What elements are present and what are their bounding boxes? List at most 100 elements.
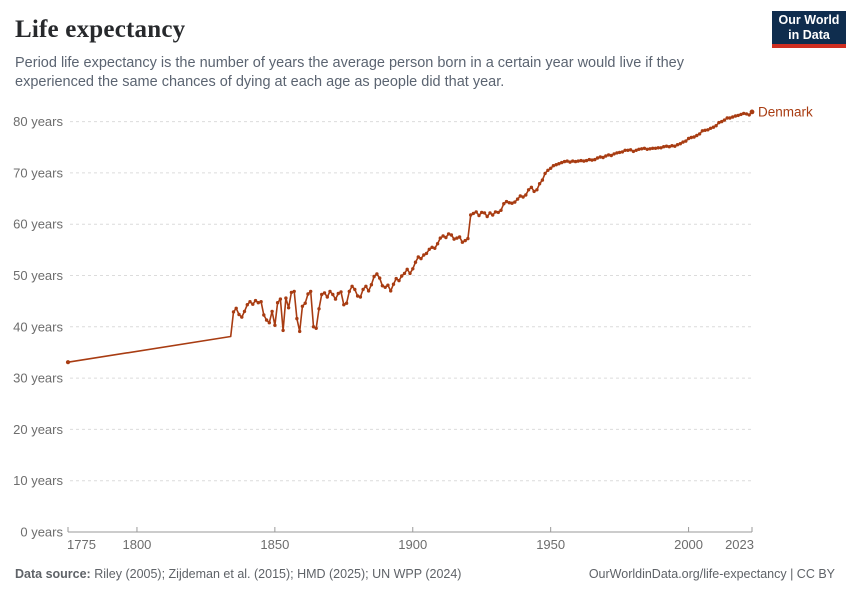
denmark-data-point-1880[interactable] <box>355 294 360 298</box>
denmark-data-point-2006[interactable] <box>703 128 707 132</box>
denmark-data-point-1927[interactable] <box>485 214 489 219</box>
denmark-data-point-1892[interactable] <box>389 289 393 293</box>
denmark-data-point-1936[interactable] <box>510 201 514 205</box>
denmark-data-point-1896[interactable] <box>400 274 404 278</box>
denmark-data-point-1843[interactable] <box>253 298 258 303</box>
denmark-data-point-1977[interactable] <box>623 148 627 152</box>
denmark-data-point-1909[interactable] <box>435 242 440 246</box>
denmark-data-point-1871[interactable] <box>331 292 335 297</box>
denmark-data-point-1956[interactable] <box>565 159 569 163</box>
denmark-data-point-1945[interactable] <box>535 188 539 192</box>
denmark-data-point-1933[interactable] <box>502 202 506 206</box>
denmark-data-point-1891[interactable] <box>386 283 390 287</box>
denmark-data-point-1919[interactable] <box>463 238 467 243</box>
denmark-data-point-1970[interactable] <box>604 154 608 158</box>
denmark-data-point-1889[interactable] <box>380 284 385 288</box>
denmark-data-point-1955[interactable] <box>562 159 567 164</box>
denmark-data-point-1908[interactable] <box>433 246 437 250</box>
denmark-data-point-1975[interactable] <box>617 150 622 155</box>
denmark-data-point-1868[interactable] <box>322 291 327 295</box>
denmark-data-point-1957[interactable] <box>568 160 572 164</box>
denmark-data-point-1949[interactable] <box>546 168 550 172</box>
denmark-data-point-1993[interactable] <box>667 145 671 149</box>
denmark-data-point-1941[interactable] <box>524 193 528 197</box>
denmark-data-point-1895[interactable] <box>397 278 401 283</box>
denmark-data-point-1874[interactable] <box>339 290 343 294</box>
denmark-data-point-1984[interactable] <box>642 146 647 150</box>
denmark-data-point-2008[interactable] <box>708 126 713 130</box>
denmark-data-point-2000[interactable] <box>686 136 691 141</box>
denmark-data-point-1912[interactable] <box>444 235 448 240</box>
denmark-data-point-1930[interactable] <box>493 210 498 214</box>
denmark-data-point-1938[interactable] <box>515 197 520 201</box>
denmark-data-point-1998[interactable] <box>681 140 685 144</box>
denmark-data-point-1838[interactable] <box>240 315 244 319</box>
denmark-data-point-2023[interactable] <box>749 109 755 115</box>
denmark-data-point-1963[interactable] <box>584 158 589 163</box>
denmark-data-point-1840[interactable] <box>245 303 249 307</box>
denmark-data-point-1894[interactable] <box>394 276 398 281</box>
denmark-data-point-1837[interactable] <box>237 312 241 317</box>
denmark-data-point-1937[interactable] <box>513 200 517 204</box>
denmark-data-point-1973[interactable] <box>612 152 616 156</box>
denmark-data-point-1872[interactable] <box>333 297 338 301</box>
denmark-data-point-1958[interactable] <box>571 159 575 163</box>
denmark-data-point-1953[interactable] <box>557 162 561 166</box>
denmark-data-point-1972[interactable] <box>609 153 613 158</box>
denmark-data-point-1846[interactable] <box>262 313 266 317</box>
denmark-data-point-1839[interactable] <box>242 309 247 314</box>
denmark-data-point-1926[interactable] <box>482 211 487 215</box>
denmark-data-point-1853[interactable] <box>281 328 285 333</box>
denmark-data-point-1888[interactable] <box>378 276 382 280</box>
denmark-data-point-1952[interactable] <box>554 163 558 167</box>
denmark-data-point-1929[interactable] <box>491 213 495 217</box>
denmark-data-point-2012[interactable] <box>720 119 724 124</box>
denmark-data-point-1934[interactable] <box>504 199 509 204</box>
denmark-data-point-1954[interactable] <box>560 160 564 165</box>
denmark-data-point-2022[interactable] <box>747 113 751 117</box>
denmark-data-point-2017[interactable] <box>733 114 738 118</box>
denmark-data-point-1986[interactable] <box>648 147 652 151</box>
denmark-data-point-1971[interactable] <box>606 153 611 157</box>
denmark-data-point-1988[interactable] <box>653 146 658 150</box>
denmark-data-point-1987[interactable] <box>651 146 655 150</box>
denmark-data-point-1928[interactable] <box>488 211 492 215</box>
denmark-data-point-1848[interactable] <box>267 321 271 325</box>
denmark-data-point-1968[interactable] <box>598 155 602 159</box>
denmark-data-point-1859[interactable] <box>298 329 302 334</box>
denmark-data-point-1948[interactable] <box>543 171 547 176</box>
denmark-data-point-1865[interactable] <box>314 326 318 330</box>
denmark-data-point-1844[interactable] <box>256 301 260 305</box>
denmark-data-point-1982[interactable] <box>637 147 641 151</box>
denmark-data-point-1943[interactable] <box>529 185 534 189</box>
denmark-data-point-1899[interactable] <box>408 271 412 276</box>
denmark-data-point-2020[interactable] <box>742 111 746 116</box>
denmark-data-point-1947[interactable] <box>540 178 545 182</box>
denmark-data-point-2015[interactable] <box>728 116 732 120</box>
denmark-data-point-1861[interactable] <box>303 301 307 305</box>
denmark-data-point-1902[interactable] <box>416 255 420 259</box>
denmark-data-point-1847[interactable] <box>264 318 269 322</box>
denmark-data-point-1852[interactable] <box>278 297 283 301</box>
denmark-data-point-2013[interactable] <box>722 118 727 122</box>
denmark-data-point-1876[interactable] <box>344 301 349 305</box>
denmark-data-point-1999[interactable] <box>684 139 688 143</box>
denmark-data-point-2009[interactable] <box>711 125 716 129</box>
denmark-data-point-1842[interactable] <box>251 302 255 306</box>
denmark-data-point-1974[interactable] <box>615 151 619 155</box>
denmark-data-point-1922[interactable] <box>471 211 476 216</box>
denmark-data-point-1881[interactable] <box>358 295 363 299</box>
denmark-data-point-1944[interactable] <box>532 189 536 194</box>
denmark-data-point-1991[interactable] <box>662 145 666 149</box>
denmark-data-point-1882[interactable] <box>361 287 365 292</box>
denmark-data-point-1850[interactable] <box>273 323 277 327</box>
denmark-data-point-1883[interactable] <box>364 284 368 288</box>
denmark-data-point-1996[interactable] <box>675 143 680 147</box>
denmark-data-point-1900[interactable] <box>411 267 415 271</box>
denmark-data-point-1917[interactable] <box>457 235 462 239</box>
denmark-data-point-1904[interactable] <box>422 253 426 257</box>
denmark-data-point-2016[interactable] <box>731 115 735 119</box>
denmark-data-point-2007[interactable] <box>706 128 710 132</box>
denmark-data-point-1918[interactable] <box>460 240 465 244</box>
